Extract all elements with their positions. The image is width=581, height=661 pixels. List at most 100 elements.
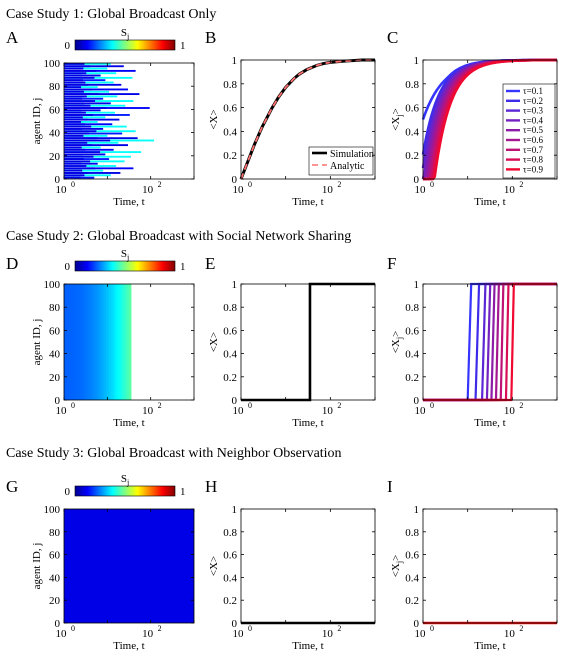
y-tick-label: 100 [44, 504, 61, 516]
colorbar-max-label: 1 [180, 486, 186, 498]
y-tick-label: 0 [55, 174, 61, 186]
heatmap-cell [121, 284, 125, 400]
x-tick-exponent: 0 [71, 180, 75, 189]
colorbar-max-label: 1 [180, 40, 186, 52]
agent-bar [64, 165, 117, 167]
heatmap-cell [86, 284, 90, 400]
y-tick-label: 100 [44, 58, 61, 70]
agent-bar [64, 114, 130, 116]
panel-a-bars [64, 63, 155, 179]
y-axis-label: <Xj> [390, 108, 404, 131]
legend-label: τ=0.3 [523, 106, 543, 116]
agent-bar-core [64, 116, 83, 119]
agent-bar-core [64, 107, 107, 109]
agent-bar [64, 146, 101, 149]
colorbar-label: Sj [121, 27, 129, 41]
x-tick-label: 10 [233, 628, 245, 640]
colorbar-label: Sj [121, 473, 129, 487]
colorbar: 0 1 Sj [65, 473, 186, 498]
heatmap-cell [95, 284, 98, 400]
agent-bar-core [64, 137, 98, 140]
agent-bar-core [64, 86, 82, 89]
panel-letter: G [6, 477, 18, 496]
y-tick-label: 100 [44, 279, 61, 291]
heatmap-cell [113, 284, 116, 400]
panel-letter: D [6, 254, 18, 273]
y-tick-label: 80 [49, 302, 61, 314]
x-tick-exponent: 0 [71, 624, 75, 633]
y-tick-label: 0.6 [223, 325, 237, 337]
y-tick-label: 0.8 [223, 302, 237, 314]
legend-label: τ=0.8 [523, 155, 543, 165]
y-tick-label: 0 [414, 174, 420, 186]
x-tick-label: 10 [322, 405, 334, 417]
agent-bar [64, 93, 140, 96]
agent-bar [64, 130, 136, 133]
y-tick-label: 0.2 [223, 595, 237, 607]
y-tick-label: 0.4 [405, 126, 419, 138]
y-tick-label: 0.6 [405, 325, 419, 337]
agent-bar-core [64, 167, 96, 170]
panel-letter: C [387, 28, 398, 47]
x-axis-label: Time, t [292, 640, 323, 652]
y-axis-label: agent ID, j [31, 98, 43, 145]
x-tick-exponent: 2 [519, 624, 523, 633]
colorbar-gradient [74, 260, 176, 272]
case-title-2: Case Study 2: Global Broadcast with Soci… [6, 229, 351, 244]
x-tick-exponent: 0 [71, 401, 75, 410]
legend-box [308, 146, 374, 176]
plot-frame [422, 508, 558, 624]
panel-letter: I [387, 477, 393, 496]
panel-letter: H [205, 477, 217, 496]
panel-letter: A [6, 28, 19, 47]
y-tick-label: 20 [49, 372, 61, 384]
y-tick-label: 0.2 [405, 372, 419, 384]
agent-bar [64, 155, 131, 158]
y-tick-label: 1 [414, 504, 420, 516]
y-tick-label: 0.8 [223, 527, 237, 539]
heatmap-cell [126, 284, 130, 400]
y-tick-label: 0.8 [405, 527, 419, 539]
legend-label: Analytic [330, 161, 365, 172]
agent-bar-core [64, 158, 84, 160]
agent-bar [64, 158, 110, 160]
agent-bar-core [64, 63, 85, 65]
y-tick-label: 0 [55, 395, 61, 407]
x-axis-label: Time, t [292, 196, 323, 208]
y-tick-label: 0.2 [405, 595, 419, 607]
x-tick-label: 10 [322, 184, 334, 196]
colorbar-gradient [74, 485, 176, 497]
x-tick-label: 10 [504, 405, 516, 417]
heatmap-cell [72, 284, 76, 400]
agent-bar [64, 132, 123, 135]
panel-letter: E [205, 254, 215, 273]
x-axis-label: Time, t [474, 640, 505, 652]
agent-bar-core [64, 65, 90, 68]
colorbar-label-sub: j [126, 32, 129, 41]
heatmap-cell [77, 284, 81, 400]
colorbar-label-sub: j [126, 478, 129, 487]
x-tick-exponent: 0 [430, 180, 434, 189]
step-line-4 [423, 282, 557, 402]
agent-bar [64, 172, 121, 174]
y-tick-label: 0.6 [223, 103, 237, 115]
agent-bar [64, 144, 129, 147]
y-label-sub: j [395, 561, 404, 564]
x-axis-label: Time, t [474, 417, 505, 429]
y-tick-label: 0 [232, 395, 238, 407]
x-tick-exponent: 2 [158, 401, 162, 410]
agent-bar-core [64, 130, 97, 133]
y-label-text: agent ID, j [31, 543, 43, 590]
colorbar-label-text: S [121, 473, 127, 485]
x-tick-exponent: 0 [430, 401, 434, 410]
y-tick-label: 0 [55, 618, 61, 630]
agent-bar [64, 76, 133, 79]
x-tick-label: 10 [56, 405, 68, 417]
plot-frame [63, 508, 195, 624]
